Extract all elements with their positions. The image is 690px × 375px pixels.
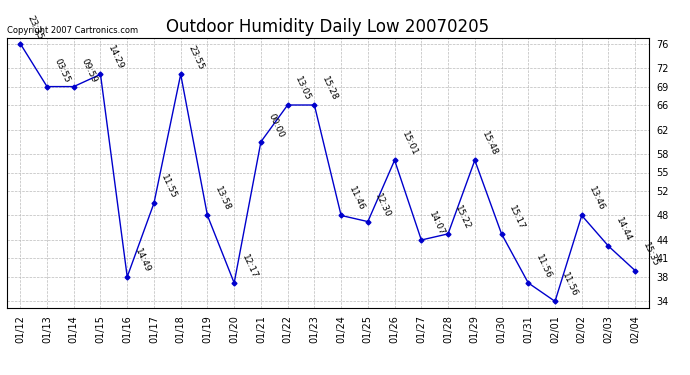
Text: 14:07: 14:07 <box>427 210 446 237</box>
Text: 15:48: 15:48 <box>480 130 500 158</box>
Text: 23:55: 23:55 <box>186 44 206 72</box>
Text: 11:46: 11:46 <box>346 186 366 213</box>
Text: 00:00: 00:00 <box>266 112 286 139</box>
Title: Outdoor Humidity Daily Low 20070205: Outdoor Humidity Daily Low 20070205 <box>166 18 489 36</box>
Text: 14:49: 14:49 <box>132 247 152 274</box>
Text: 03:55: 03:55 <box>52 57 72 84</box>
Text: 14:29: 14:29 <box>106 45 125 72</box>
Text: 11:56: 11:56 <box>560 272 580 298</box>
Text: 15:28: 15:28 <box>320 75 339 102</box>
Text: 15:35: 15:35 <box>641 241 660 268</box>
Text: 11:55: 11:55 <box>159 173 179 200</box>
Text: 15:17: 15:17 <box>507 204 526 231</box>
Text: 12:17: 12:17 <box>239 253 259 280</box>
Text: 13:46: 13:46 <box>587 186 607 213</box>
Text: 15:22: 15:22 <box>453 204 473 231</box>
Text: Copyright 2007 Cartronics.com: Copyright 2007 Cartronics.com <box>7 26 138 35</box>
Text: 11:56: 11:56 <box>534 253 553 280</box>
Text: 15:01: 15:01 <box>400 130 420 158</box>
Text: 13:58: 13:58 <box>213 185 232 213</box>
Text: 09:59: 09:59 <box>79 57 99 84</box>
Text: 23:35: 23:35 <box>26 14 45 41</box>
Text: 12:30: 12:30 <box>373 192 393 219</box>
Text: 14:44: 14:44 <box>614 216 633 243</box>
Text: 13:05: 13:05 <box>293 75 313 102</box>
